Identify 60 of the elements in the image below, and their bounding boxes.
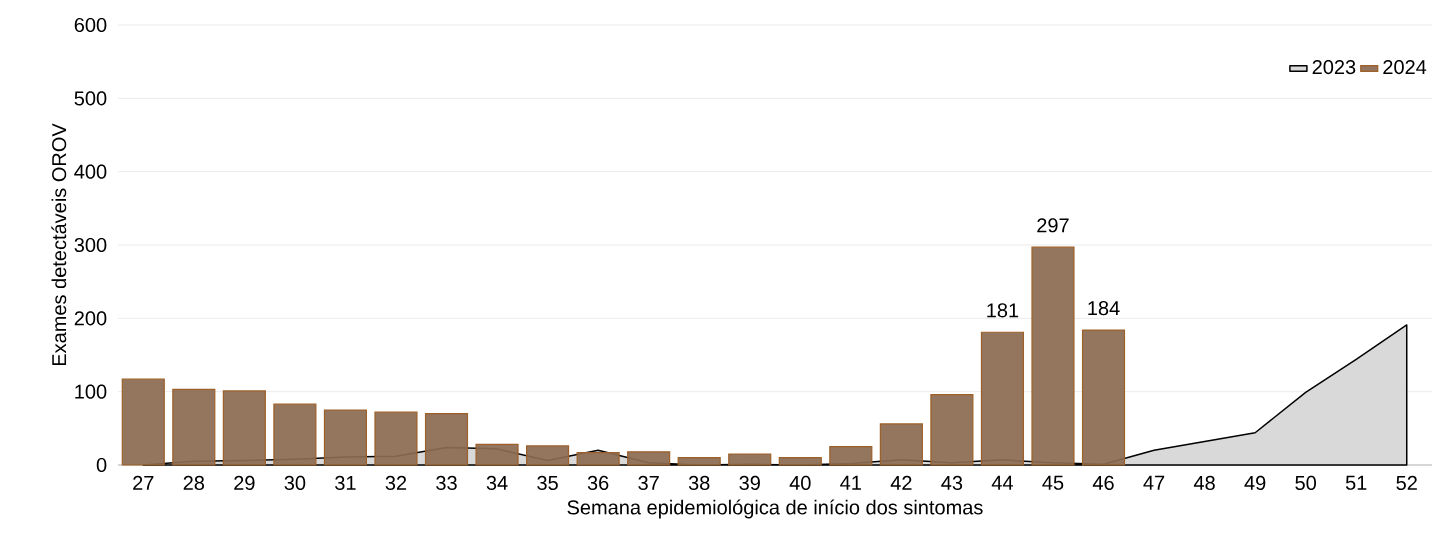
x-tick-label: 46 (1092, 475, 1114, 491)
data-label: 184 (1088, 301, 1120, 316)
y-tick-label: 200 (74, 311, 107, 326)
legend-label: 2023 (1312, 59, 1356, 75)
bar (323, 409, 367, 466)
legend-label: 2024 (1383, 59, 1427, 75)
x-tick-label: 45 (1042, 475, 1064, 490)
x-tick-label: 50 (1295, 475, 1317, 491)
data-label: 297 (1037, 218, 1069, 233)
x-tick-label: 47 (1143, 475, 1165, 490)
x-tick-label: 37 (638, 475, 659, 491)
y-axis-title: Exames detectáveis OROV (51, 123, 67, 366)
bar (980, 331, 1025, 466)
x-tick-label: 32 (385, 475, 407, 491)
x-tick-label: 41 (840, 475, 861, 490)
bar (121, 378, 165, 466)
x-tick-label: 34 (486, 475, 508, 491)
bar (273, 403, 317, 466)
x-tick-label: 36 (587, 475, 609, 491)
x-axis-title: Semana epidemiológica de início dos sintomas (567, 499, 983, 519)
bar (1081, 329, 1126, 466)
x-tick-label: 40 (789, 475, 811, 491)
bar (829, 446, 873, 466)
x-tick-label: 49 (1244, 475, 1266, 491)
x-tick-label: 31 (335, 475, 356, 491)
x-tick-label: 28 (183, 475, 205, 491)
y-tick-label: 100 (75, 384, 107, 399)
x-tick-label: 39 (739, 475, 760, 491)
bar (728, 453, 772, 466)
x-tick-label: 33 (436, 475, 457, 491)
data-label: 181 (987, 303, 1019, 318)
bar (677, 457, 721, 466)
x-tick-label: 30 (284, 475, 306, 491)
x-tick-label: 35 (537, 475, 558, 491)
bar (1031, 246, 1075, 466)
y-tick-label: 400 (74, 164, 107, 179)
bar (879, 423, 923, 466)
x-tick-label: 27 (133, 475, 154, 490)
y-tick-label: 600 (74, 17, 107, 33)
bar (222, 390, 266, 466)
bar (475, 443, 519, 466)
bar (172, 388, 216, 466)
y-tick-label: 300 (74, 237, 107, 253)
y-tick-label: 500 (74, 91, 107, 106)
x-tick-label: 52 (1396, 475, 1417, 491)
x-tick-label: 38 (688, 475, 710, 491)
x-tick-label: 43 (941, 475, 963, 491)
bar (930, 394, 974, 466)
bar (627, 451, 671, 466)
x-tick-label: 42 (890, 475, 912, 490)
x-tick-label: 29 (234, 475, 255, 491)
x-tick-label: 48 (1193, 475, 1215, 491)
bar (374, 411, 418, 466)
bar (778, 457, 822, 466)
x-tick-label: 44 (991, 475, 1013, 490)
y-tick-label: 0 (96, 457, 107, 473)
bar (576, 451, 620, 466)
bar (424, 413, 469, 466)
x-tick-label: 51 (1345, 475, 1367, 490)
bar (526, 445, 570, 466)
